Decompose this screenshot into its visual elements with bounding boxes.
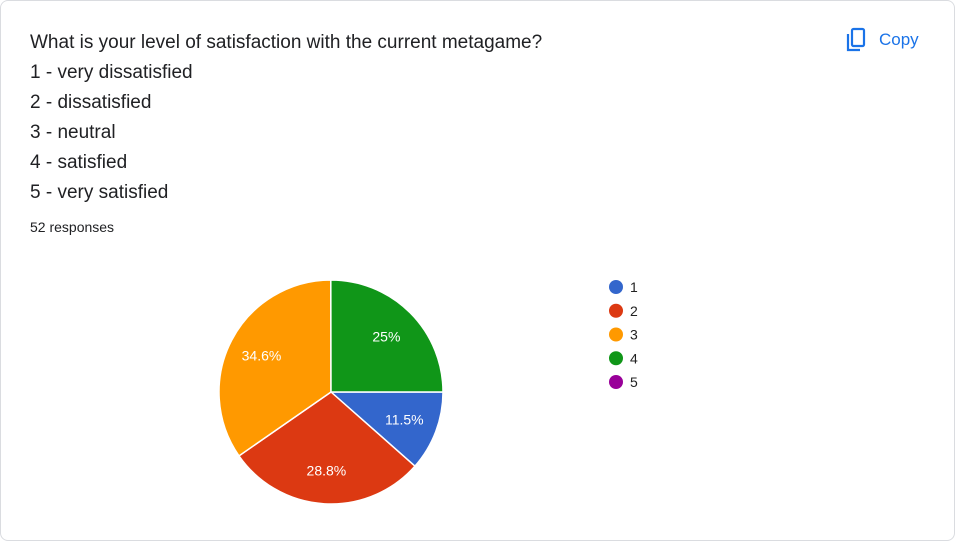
legend-swatch-1 [609,280,623,294]
chart-legend: 1 2 3 4 5 [609,279,638,390]
pie-slice-label-1: 11.5% [385,412,424,428]
scale-option-4: 4 - satisfied [30,152,128,173]
copy-chart-button[interactable]: Copy [837,23,927,57]
pie-slices [218,279,444,505]
scale-option-2: 2 - dissatisfied [30,92,152,113]
response-count: 52 responses [30,219,115,235]
copy-button-label: Copy [879,30,919,49]
question-title: What is your level of satisfaction with … [30,28,790,208]
legend-swatch-5 [609,375,623,389]
legend-label-2: 2 [630,303,638,319]
pie-slice-4[interactable] [330,279,444,393]
scale-option-3: 3 - neutral [30,122,116,143]
pie-slice-1[interactable] [329,391,444,468]
pie-slice-labels: 11.5% 28.8% 34.6% 25% [242,329,424,479]
scale-option-1: 1 - very dissatisfied [30,62,193,83]
legend-label-1: 1 [630,279,638,295]
pie-slice-label-3: 34.6% [242,348,282,364]
legend-label-4: 4 [630,350,638,366]
legend-swatch-2 [609,303,623,318]
pie-slice-label-2: 28.8% [307,462,347,478]
legend-swatch-4 [609,351,623,366]
scale-option-5: 5 - very satisfied [30,182,169,203]
legend-label-5: 5 [630,374,638,390]
copy-icon [845,27,867,53]
pie-slice-2[interactable] [237,391,417,505]
pie-slice-3[interactable] [218,279,332,457]
legend-swatch-3 [609,327,623,342]
legend-label-3: 3 [630,327,638,343]
question-text: What is your level of satisfaction with … [30,32,543,53]
pie-slice-label-4: 25% [372,329,400,345]
